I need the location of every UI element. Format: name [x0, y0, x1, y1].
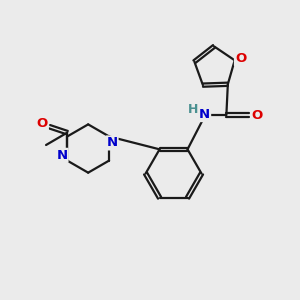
Text: N: N: [56, 149, 68, 162]
Text: N: N: [106, 136, 118, 149]
Text: N: N: [199, 108, 210, 121]
Text: O: O: [235, 52, 246, 65]
Text: H: H: [188, 103, 198, 116]
Text: O: O: [251, 109, 262, 122]
Text: O: O: [37, 117, 48, 130]
